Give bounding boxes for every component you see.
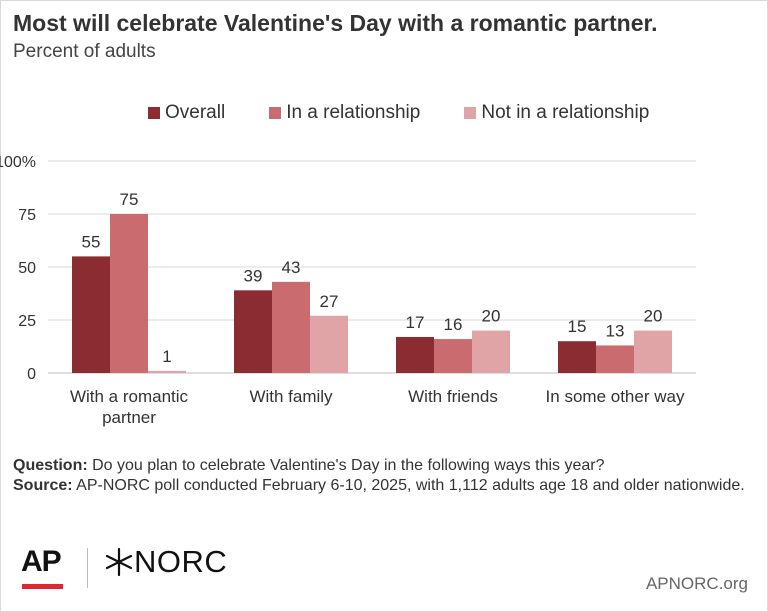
legend-item-not-in-relationship: Not in a relationship (464, 102, 649, 124)
source-note: Source: AP-NORC poll conducted February … (13, 476, 753, 496)
bar (272, 281, 310, 373)
y-tick-label: 25 (18, 313, 36, 330)
chart-subtitle: Percent of adults (13, 41, 156, 62)
x-tick-label: With family (249, 387, 333, 406)
data-label: 1 (162, 347, 171, 366)
legend-item-overall: Overall (148, 102, 225, 124)
norc-logo: NORC (104, 544, 227, 580)
data-label: 39 (244, 266, 263, 285)
bar (234, 290, 272, 373)
y-tick-label: 50 (18, 260, 36, 277)
data-label: 20 (644, 307, 663, 326)
question-note: Question: Do you plan to celebrate Valen… (13, 456, 753, 476)
data-label: 43 (282, 258, 301, 277)
legend-label-not-in-relationship: Not in a relationship (481, 102, 650, 123)
x-tick-label: With friends (408, 387, 498, 406)
data-label: 75 (120, 190, 139, 209)
legend-swatch-not-in-relationship (464, 107, 477, 119)
ap-logo: AP (21, 545, 62, 578)
bar (310, 315, 348, 373)
bar (558, 341, 596, 373)
x-tick-label: In some other way (546, 387, 685, 406)
y-tick-label: 75 (18, 207, 36, 224)
legend-swatch-in-relationship (269, 107, 282, 119)
bar (596, 345, 634, 373)
norc-star-icon (105, 547, 133, 577)
source-label: Source: (13, 477, 73, 494)
chart-notes: Question: Do you plan to celebrate Valen… (13, 456, 753, 496)
bar (110, 214, 148, 373)
source-text: AP-NORC poll conducted February 6-10, 20… (72, 477, 745, 494)
bar-chart: 0 25 50 75 100% 55 75 1 With a romantic partner 39… (0, 154, 696, 427)
y-tick-label: 0 (27, 366, 36, 383)
data-label: 13 (606, 321, 625, 340)
bar (472, 330, 510, 373)
legend: Overall In a relationship Not in a relat… (148, 102, 649, 124)
data-label: 20 (482, 307, 501, 326)
y-tick-label: 100% (0, 154, 36, 171)
data-label: 16 (444, 315, 463, 334)
data-label: 55 (82, 232, 101, 251)
bar (434, 339, 472, 373)
legend-swatch-overall (148, 107, 160, 119)
x-tick-label: With a romantic (70, 387, 189, 406)
legend-label-in-relationship: In a relationship (286, 102, 421, 123)
bar (396, 336, 434, 373)
data-label: 17 (406, 313, 425, 332)
bar (72, 256, 110, 373)
bar (634, 330, 672, 373)
data-label: 27 (320, 292, 339, 311)
x-tick-label: partner (102, 408, 156, 427)
bar (148, 370, 186, 373)
chart-title: Most will celebrate Valentine's Day with… (13, 10, 658, 36)
question-text: Do you plan to celebrate Valentine's Day… (87, 457, 605, 474)
legend-label-overall: Overall (165, 102, 226, 123)
data-label: 15 (568, 317, 587, 336)
site-url: APNORC.org (645, 574, 748, 593)
ap-logo-underline (22, 584, 63, 589)
logo-divider (87, 548, 88, 588)
question-label: Question: (13, 457, 88, 474)
legend-item-in-relationship: In a relationship (269, 102, 420, 124)
norc-logo-text: NORC (134, 544, 228, 579)
